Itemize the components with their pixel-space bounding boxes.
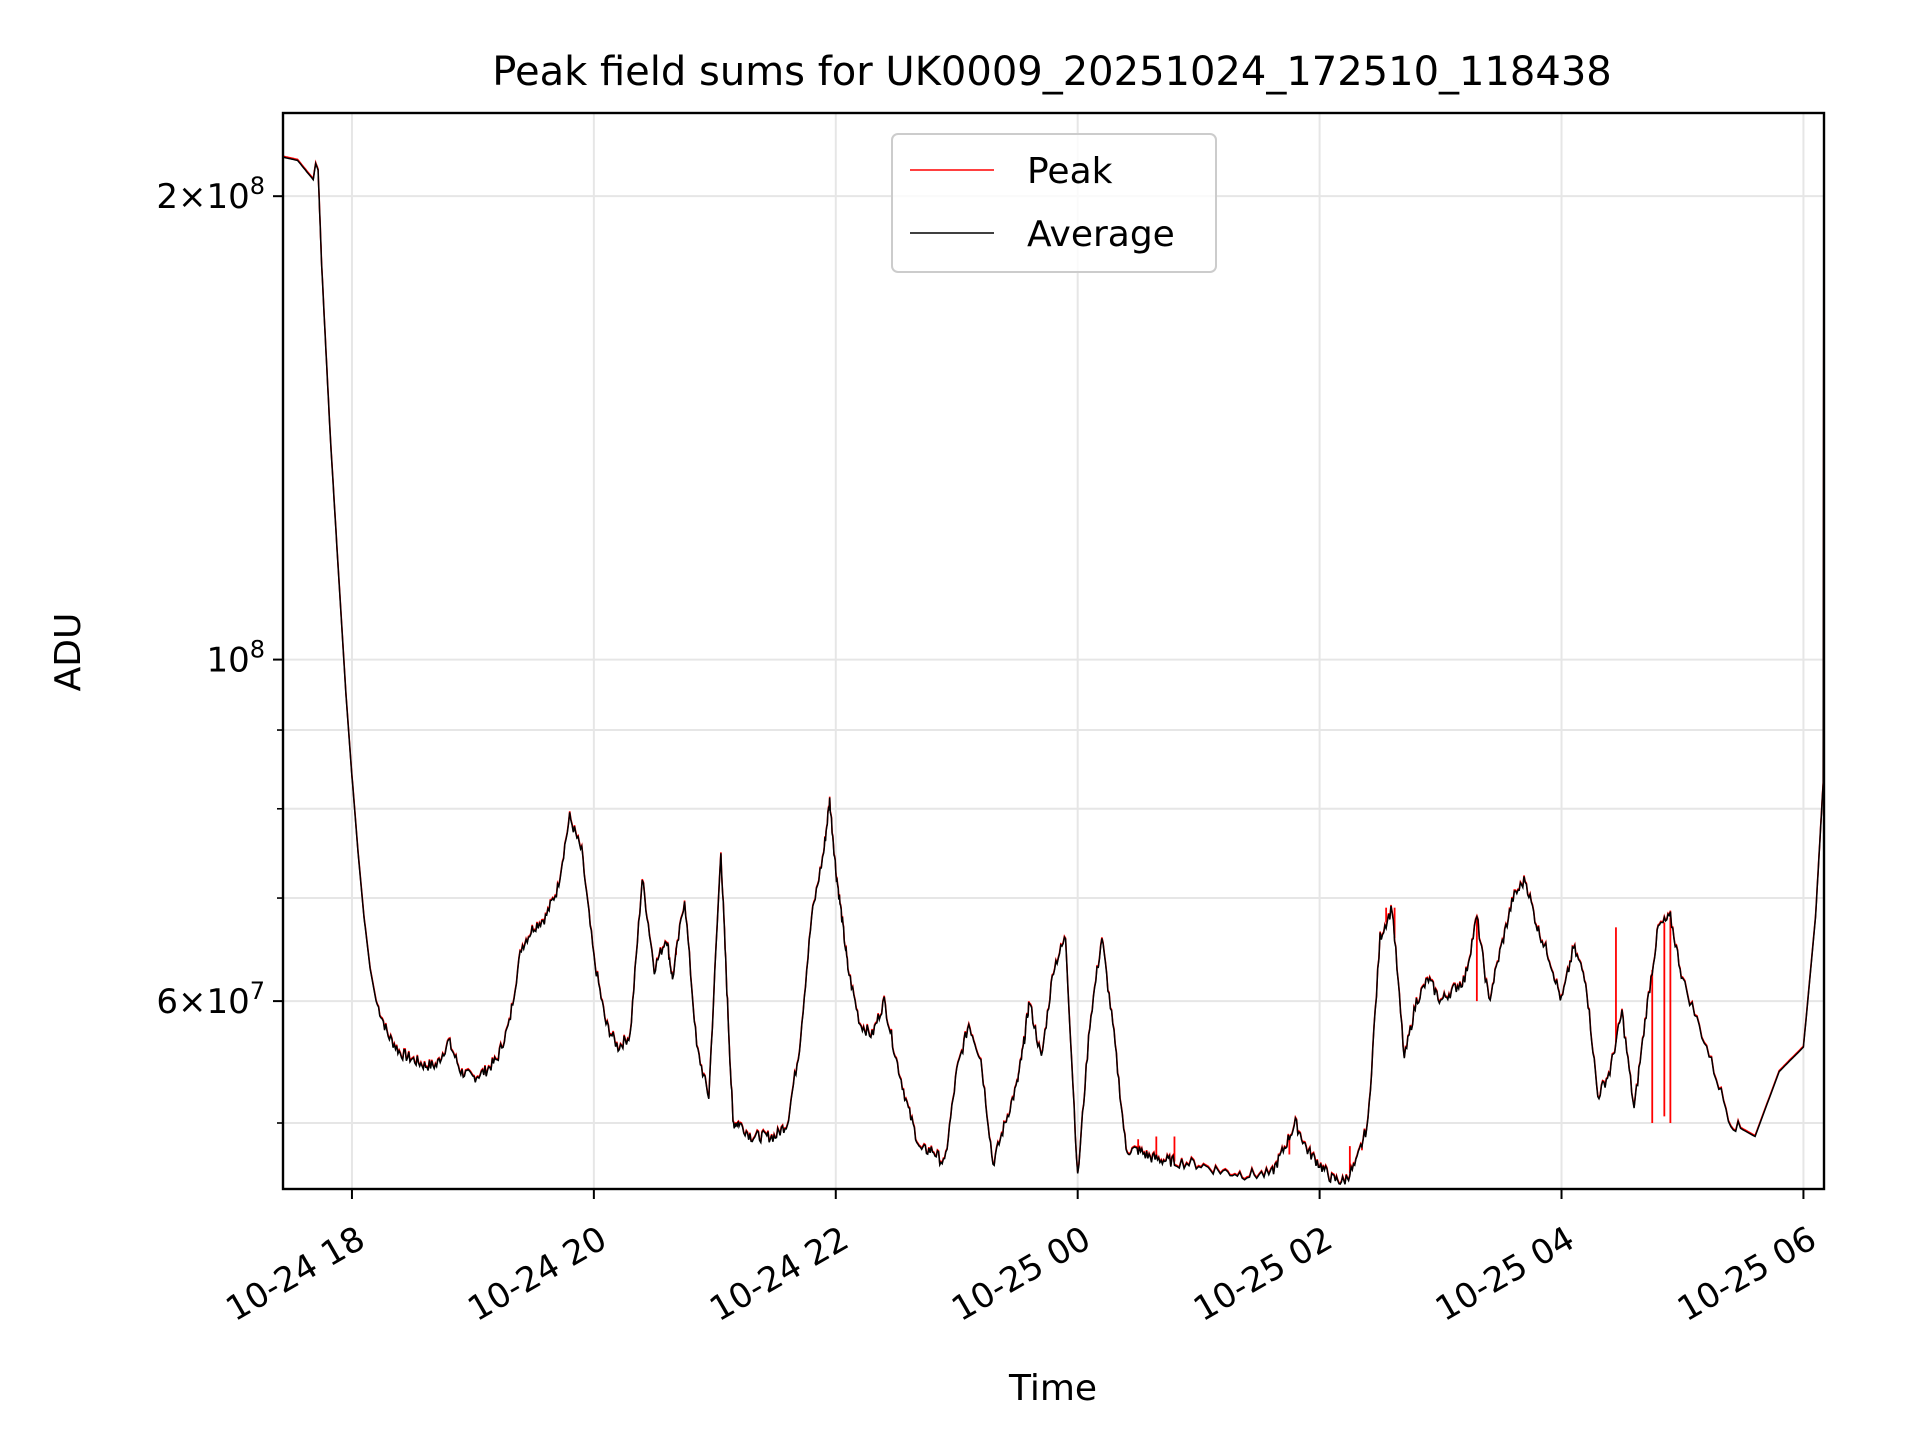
x-axis-label: Time — [1008, 1368, 1097, 1409]
average-line — [282, 117, 1825, 1185]
legend-box — [891, 133, 1217, 273]
legend: Peak Average — [891, 133, 1217, 273]
y-tick-label: 2×108 — [156, 172, 265, 217]
plot-frame — [281, 111, 1826, 1191]
grid — [283, 113, 1824, 1189]
y-axis-label: ADU — [48, 613, 89, 692]
plot-area — [282, 116, 1825, 1185]
chart-title: Peak field sums for UK0009_20251024_1725… — [492, 49, 1611, 95]
legend-peak-label: Peak — [1027, 151, 1113, 192]
y-tick-label: 6×107 — [156, 977, 265, 1022]
y-tick-label: 108 — [206, 636, 265, 681]
legend-average-label: Average — [1027, 214, 1175, 255]
